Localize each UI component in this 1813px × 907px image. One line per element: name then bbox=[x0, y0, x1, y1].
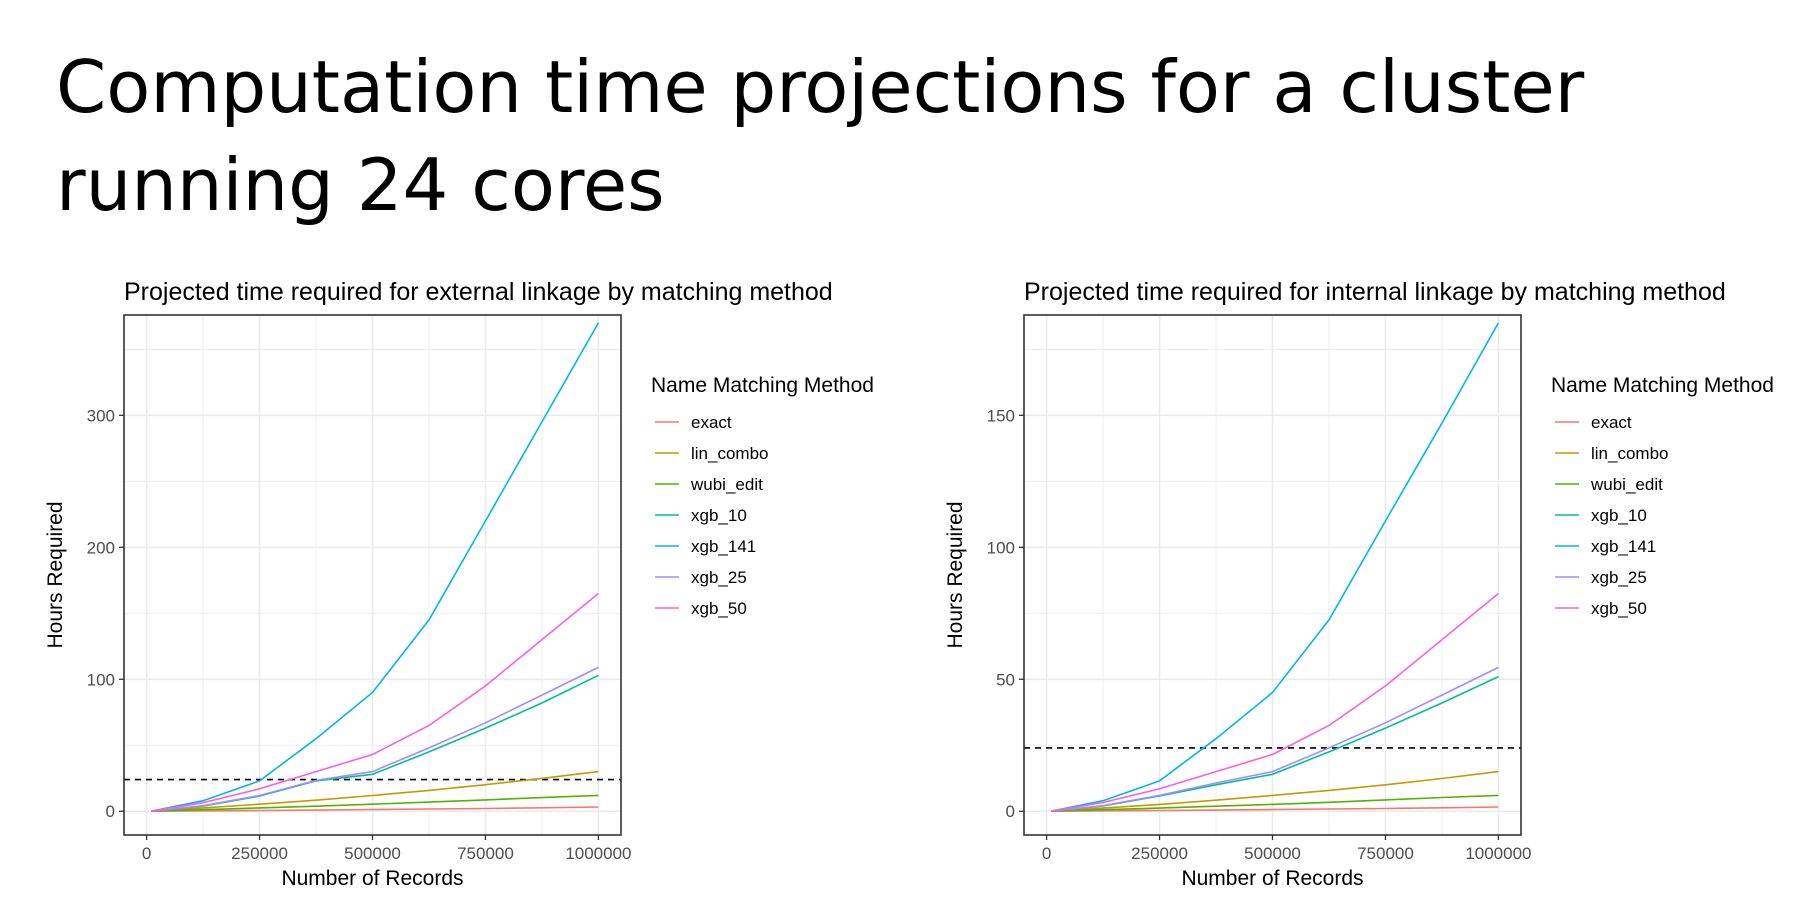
series-line-xgb_25 bbox=[151, 666, 599, 812]
legend-label-xgb_10: xgb_10 bbox=[1591, 506, 1647, 525]
external-linkage-chart: Projected time required for external lin… bbox=[44, 278, 874, 890]
legend-title: Name Matching Method bbox=[651, 374, 874, 397]
y-axis-title: Hours Required bbox=[44, 501, 67, 648]
x-tick-label: 500000 bbox=[1244, 844, 1301, 863]
legend-label-lin_combo: lin_combo bbox=[1591, 444, 1669, 463]
y-axis-title: Hours Required bbox=[944, 501, 967, 648]
legend-label-wubi_edit: wubi_edit bbox=[1590, 475, 1663, 494]
y-tick-label: 50 bbox=[996, 670, 1015, 689]
y-tick-label: 150 bbox=[987, 406, 1015, 425]
chart-title: Projected time required for internal lin… bbox=[1024, 278, 1726, 306]
x-tick-label: 1000000 bbox=[565, 844, 631, 863]
x-tick-label: 500000 bbox=[344, 844, 401, 863]
legend: Name Matching Method exact lin_combo wubi_e… bbox=[1551, 374, 1774, 618]
series-line-exact bbox=[1051, 806, 1499, 812]
legend-label-xgb_141: xgb_141 bbox=[1591, 537, 1656, 556]
series-line-wubi_edit bbox=[151, 794, 599, 812]
x-tick-label: 250000 bbox=[1131, 844, 1188, 863]
slide-title-line-2: running 24 cores bbox=[56, 143, 665, 227]
x-tick-label: 750000 bbox=[457, 844, 514, 863]
legend: Name Matching Method exact lin_combo wubi_e… bbox=[651, 374, 874, 618]
internal-linkage-chart: Projected time required for internal lin… bbox=[944, 278, 1774, 890]
series-line-xgb_50 bbox=[1050, 592, 1499, 812]
x-tick-label: 0 bbox=[142, 844, 151, 863]
legend-label-lin_combo: lin_combo bbox=[691, 444, 769, 463]
x-axis-title: Number of Records bbox=[281, 867, 463, 890]
legend-title: Name Matching Method bbox=[1551, 374, 1774, 397]
y-tick-label: 0 bbox=[1006, 802, 1015, 821]
series-line-xgb_50 bbox=[150, 592, 599, 812]
x-tick-label: 0 bbox=[1042, 844, 1051, 863]
slide-title-line-1: Computation time projections for a clust… bbox=[56, 45, 1585, 129]
x-axis-title: Number of Records bbox=[1181, 867, 1363, 890]
x-tick-label: 750000 bbox=[1357, 844, 1414, 863]
series-line-xgb_25 bbox=[1051, 666, 1499, 812]
x-tick-label: 1000000 bbox=[1465, 844, 1531, 863]
legend-label-exact: exact bbox=[691, 413, 732, 432]
x-tick-label: 250000 bbox=[231, 844, 288, 863]
slide-title: Computation time projections for a clust… bbox=[56, 38, 1756, 234]
y-tick-label: 0 bbox=[106, 802, 115, 821]
legend-label-exact: exact bbox=[1591, 413, 1632, 432]
series-line-wubi_edit bbox=[1051, 794, 1499, 812]
series-line-xgb_141 bbox=[150, 322, 600, 812]
series-line-xgb_141 bbox=[1050, 322, 1500, 812]
legend-label-xgb_50: xgb_50 bbox=[1591, 599, 1647, 618]
legend-label-xgb_10: xgb_10 bbox=[691, 506, 747, 525]
y-tick-label: 100 bbox=[987, 538, 1015, 557]
y-tick-label: 200 bbox=[87, 538, 115, 557]
series-line-lin_combo bbox=[1051, 770, 1499, 812]
legend-label-wubi_edit: wubi_edit bbox=[690, 475, 763, 494]
legend-label-xgb_141: xgb_141 bbox=[691, 537, 756, 556]
legend-label-xgb_50: xgb_50 bbox=[691, 599, 747, 618]
y-tick-label: 100 bbox=[87, 670, 115, 689]
series-line-exact bbox=[151, 806, 599, 812]
legend-label-xgb_25: xgb_25 bbox=[691, 568, 747, 587]
chart-title: Projected time required for external lin… bbox=[124, 278, 833, 306]
legend-label-xgb_25: xgb_25 bbox=[1591, 568, 1647, 587]
series-line-lin_combo bbox=[151, 770, 599, 812]
y-tick-label: 300 bbox=[87, 406, 115, 425]
